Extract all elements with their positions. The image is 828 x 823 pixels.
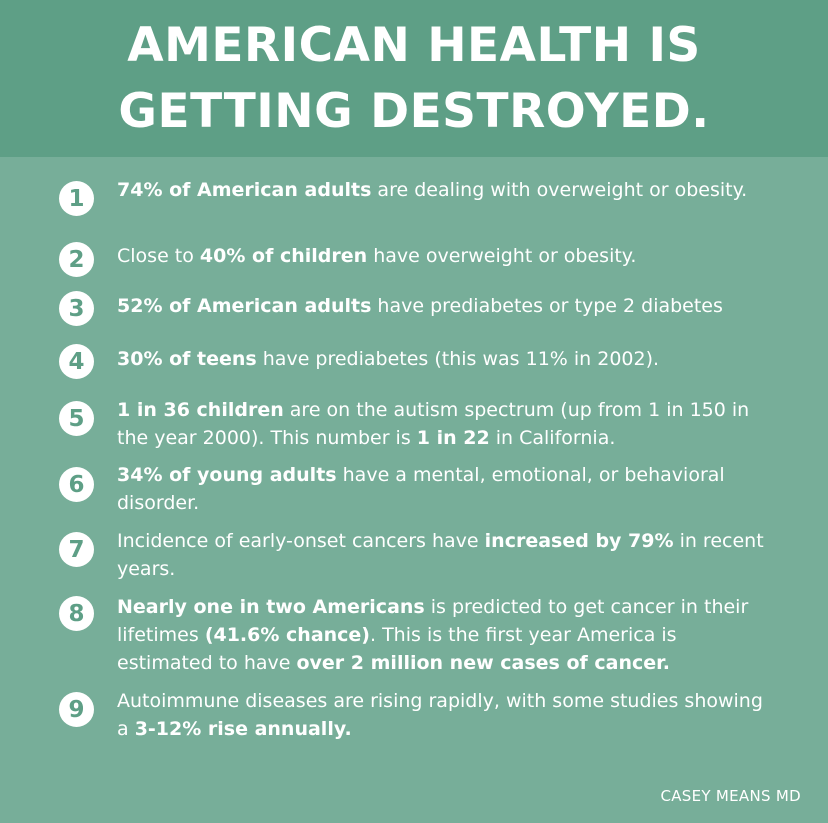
highlight-text: 52% of American adults xyxy=(117,295,372,317)
item-text: 1 in 36 children are on the autism spect… xyxy=(117,396,777,452)
number-badge: 7 xyxy=(59,532,94,567)
item-text: Autoimmune diseases are rising rapidly, … xyxy=(117,687,777,743)
number-badge: 8 xyxy=(59,596,94,631)
number-badge: 1 xyxy=(59,181,94,216)
header-banner: AMERICAN HEALTH IS GETTING DESTROYED. xyxy=(0,0,828,157)
number-badge: 2 xyxy=(59,242,94,277)
highlight-text: over 2 million new cases of cancer. xyxy=(296,652,671,674)
body-text: in recent years. xyxy=(117,530,764,580)
author-credit: CASEY MEANS MD xyxy=(660,787,801,805)
highlight-text: increased by 79% xyxy=(484,530,674,552)
title-line-2: GETTING DESTROYED. xyxy=(118,83,710,139)
body-text: is predicted to get cancer in their life… xyxy=(117,596,749,646)
highlight-text: 74% of American adults xyxy=(117,179,372,201)
item-text: 74% of American adults are dealing with … xyxy=(117,176,777,204)
highlight-text: Nearly one in two Americans xyxy=(117,596,425,618)
item-text: 52% of American adults have prediabetes … xyxy=(117,292,777,320)
title-line-1: AMERICAN HEALTH IS xyxy=(127,17,701,73)
item-text: Nearly one in two Americans is predicted… xyxy=(117,593,777,677)
body-text: Autoimmune diseases are rising rapidly, … xyxy=(117,690,763,740)
item-text: Incidence of early-onset cancers have in… xyxy=(117,527,777,583)
number-badge: 3 xyxy=(59,291,94,326)
number-badge: 5 xyxy=(59,401,94,436)
body-text: are dealing with overweight or obesity. xyxy=(371,179,748,201)
body-text: Close to xyxy=(117,245,200,267)
body-text: are on the autism spectrum (up from 1 in… xyxy=(117,399,750,449)
number-badge: 6 xyxy=(59,467,94,502)
item-text: 30% of teens have prediabetes (this was … xyxy=(117,345,777,373)
highlight-text: 40% of children xyxy=(199,245,368,267)
number-badge: 4 xyxy=(59,344,94,379)
highlight-text: 30% of teens xyxy=(117,348,257,370)
body-text: have a mental, emotional, or behavioral … xyxy=(117,464,725,514)
highlight-text: 34% of young adults xyxy=(117,464,337,486)
body-text: have prediabetes or type 2 diabetes xyxy=(371,295,723,317)
highlight-text: (41.6% chance) xyxy=(204,624,370,646)
item-text: 34% of young adults have a mental, emoti… xyxy=(117,461,777,517)
body-text: . This is the first year America is esti… xyxy=(117,624,677,674)
number-badge: 9 xyxy=(59,692,94,727)
body-text: have overweight or obesity. xyxy=(367,245,637,267)
body-text: have prediabetes (this was 11% in 2002). xyxy=(256,348,660,370)
highlight-text: 1 in 22 xyxy=(416,427,490,449)
body-text: in California. xyxy=(489,427,616,449)
item-text: Close to 40% of children have overweight… xyxy=(117,242,777,270)
highlight-text: 3-12% rise annually. xyxy=(134,718,352,740)
body-text: Incidence of early-onset cancers have xyxy=(117,530,485,552)
highlight-text: 1 in 36 children xyxy=(117,399,284,421)
